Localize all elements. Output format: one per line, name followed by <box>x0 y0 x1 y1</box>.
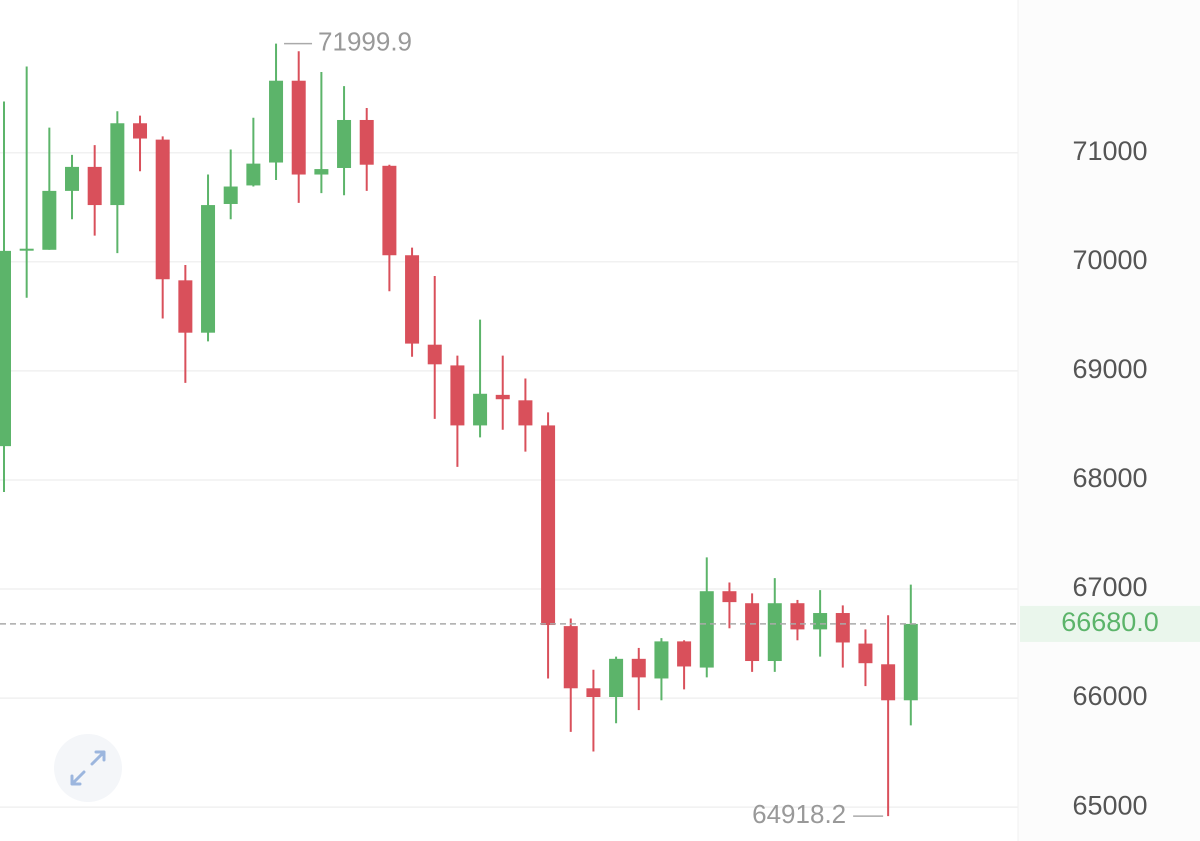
candle-body <box>359 119 374 165</box>
candle-body <box>223 186 238 204</box>
candle-body <box>563 626 578 689</box>
candle-body <box>427 344 442 365</box>
y-tick-label: 66000 <box>1072 681 1147 711</box>
candle-body <box>586 688 601 698</box>
candle-body <box>314 169 329 175</box>
min-marker-label: 64918.2 <box>752 799 846 829</box>
candle-body <box>858 643 873 664</box>
candle-body <box>0 250 11 447</box>
candle-body <box>835 613 850 643</box>
candle-body <box>382 165 397 256</box>
candle-body <box>654 641 669 679</box>
expand-button[interactable] <box>54 734 122 802</box>
candle-body <box>631 658 646 678</box>
y-tick-label: 70000 <box>1072 245 1147 275</box>
candle-body <box>155 139 170 280</box>
y-tick-label: 71000 <box>1072 136 1147 166</box>
candle-body <box>133 123 148 139</box>
candle-body <box>337 119 352 168</box>
candle-body <box>677 641 692 667</box>
y-tick-label: 69000 <box>1072 354 1147 384</box>
y-tick-label: 68000 <box>1072 463 1147 493</box>
expand-bg <box>54 734 122 802</box>
candle-body <box>87 166 102 206</box>
candle-body <box>790 603 805 630</box>
max-marker-label: 71999.9 <box>318 27 412 57</box>
expand-icon <box>70 750 106 786</box>
candle-body <box>903 623 918 701</box>
candle-body <box>246 163 261 186</box>
candle-body <box>178 280 193 333</box>
candle-body <box>881 664 896 701</box>
candle-body <box>745 603 760 662</box>
candle-body <box>42 190 57 250</box>
candle-body <box>405 255 420 344</box>
candle-body <box>722 591 737 603</box>
candle-body <box>201 205 216 333</box>
candle-body <box>495 394 510 400</box>
candle-body <box>609 658 624 698</box>
candle-body <box>269 80 284 163</box>
candle-body <box>65 166 80 191</box>
candle-body <box>813 613 828 630</box>
axis-panel <box>1018 0 1200 841</box>
candle-body <box>110 123 125 206</box>
candle-body <box>767 603 782 662</box>
candle-body <box>699 591 714 668</box>
y-tick-label: 67000 <box>1072 572 1147 602</box>
candle-body <box>291 80 306 175</box>
last-price-label: 66680.0 <box>1061 607 1159 637</box>
candle-body <box>19 248 34 251</box>
candle-body <box>518 400 533 426</box>
last-price-box <box>1020 605 1200 642</box>
candle-body <box>450 365 465 426</box>
candle-body <box>473 393 488 426</box>
candle-body <box>541 425 556 626</box>
y-tick-label: 65000 <box>1072 790 1147 820</box>
